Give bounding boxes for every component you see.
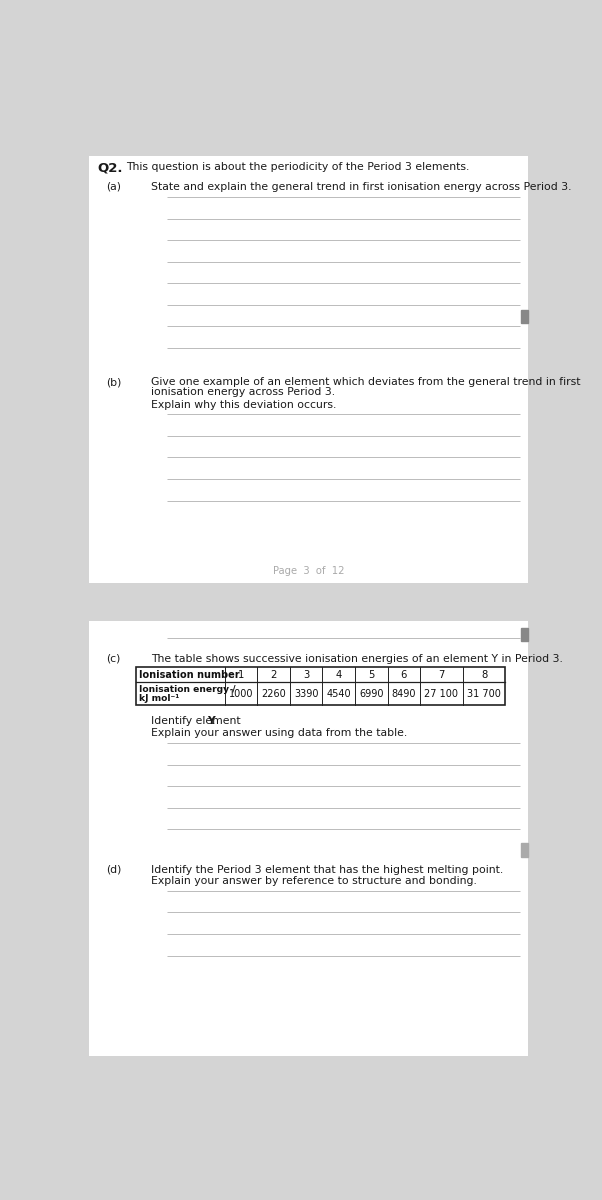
Bar [521,310,528,324]
Text: 1: 1 [238,670,244,679]
Bar [89,156,528,583]
Text: (c): (c) [106,654,120,664]
Text: 6990: 6990 [359,689,383,698]
Text: Identify the Period 3 element that has the highest melting point.: Identify the Period 3 element that has t… [151,865,503,875]
Text: The table shows successive ionisation energies of an element Y in Period 3.: The table shows successive ionisation en… [151,654,563,664]
Text: Explain your answer using data from the table.: Explain your answer using data from the … [151,727,408,738]
Text: (b): (b) [106,377,122,388]
Text: Q2.: Q2. [97,162,122,175]
Text: 3: 3 [303,670,309,679]
Text: State and explain the general trend in first ionisation energy across Period 3.: State and explain the general trend in f… [151,181,572,192]
Text: 8: 8 [481,670,487,679]
Text: 5: 5 [368,670,374,679]
Text: (a): (a) [106,181,121,192]
Text: 2260: 2260 [261,689,286,698]
Text: .: . [212,716,215,726]
Text: Identify element: Identify element [151,716,244,726]
Text: Ionisation energy /: Ionisation energy / [139,685,235,695]
Text: 2: 2 [270,670,277,679]
Bar [135,667,505,706]
Text: Explain your answer by reference to structure and bonding.: Explain your answer by reference to stru… [151,876,477,887]
Text: Explain why this deviation occurs.: Explain why this deviation occurs. [151,401,337,410]
Text: 6: 6 [401,670,407,679]
Text: 31 700: 31 700 [467,689,501,698]
Text: (d): (d) [106,865,122,875]
Text: 7: 7 [438,670,445,679]
Text: 4540: 4540 [326,689,351,698]
Text: Y: Y [207,716,215,726]
Text: Ionisation number: Ionisation number [139,670,240,679]
Bar [521,844,528,857]
Text: Page  3  of  12: Page 3 of 12 [273,566,344,576]
Bar [89,622,528,1056]
Text: 8490: 8490 [391,689,416,698]
Text: 1000: 1000 [229,689,253,698]
Text: 4: 4 [336,670,342,679]
Text: 3390: 3390 [294,689,318,698]
Bar [521,628,528,642]
Text: Give one example of an element which deviates from the general trend in first: Give one example of an element which dev… [151,377,581,388]
Bar [135,667,505,706]
Text: kJ mol⁻¹: kJ mol⁻¹ [139,694,179,703]
Text: 27 100: 27 100 [424,689,459,698]
Text: This question is about the periodicity of the Period 3 elements.: This question is about the periodicity o… [126,162,469,172]
Text: ionisation energy across Period 3.: ionisation energy across Period 3. [151,388,335,397]
